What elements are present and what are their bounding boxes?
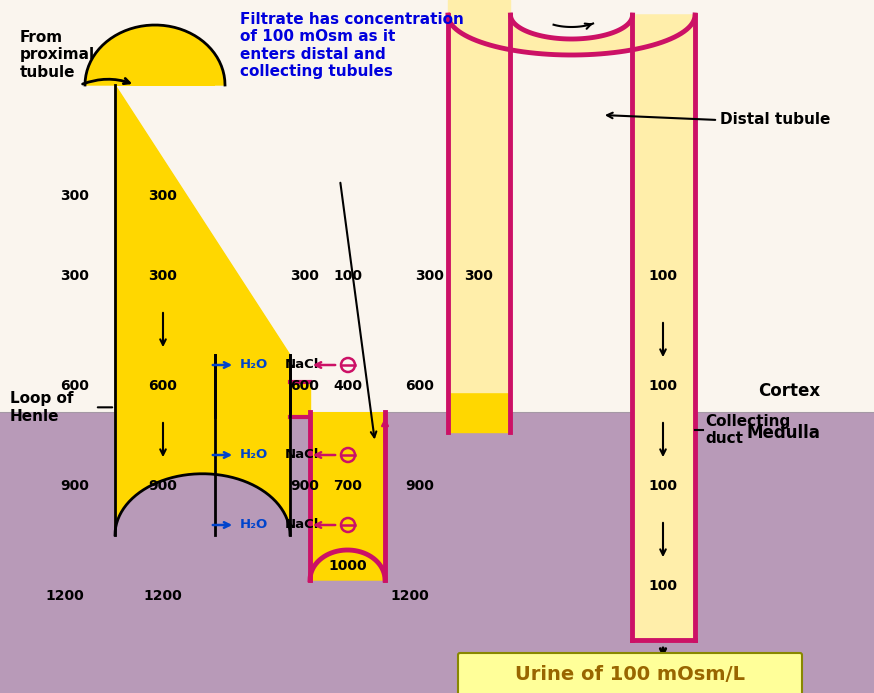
Bar — [0, 0, 874, 412]
Text: 1000: 1000 — [329, 559, 367, 573]
Text: H₂O: H₂O — [240, 518, 268, 532]
Text: 600: 600 — [290, 379, 319, 393]
Polygon shape — [310, 550, 385, 580]
Text: 100: 100 — [649, 479, 677, 493]
Text: Urine of 100 mOsm/L: Urine of 100 mOsm/L — [515, 665, 745, 685]
Text: 100: 100 — [649, 579, 677, 593]
Text: NaCl: NaCl — [285, 448, 319, 462]
Text: Collecting
duct: Collecting duct — [705, 414, 790, 446]
Text: 600: 600 — [149, 379, 177, 393]
Text: 700: 700 — [334, 479, 363, 493]
Text: 300: 300 — [415, 269, 445, 283]
Text: 100: 100 — [334, 269, 363, 283]
Text: 1200: 1200 — [45, 589, 85, 603]
Text: 100: 100 — [649, 269, 677, 283]
Text: 300: 300 — [149, 189, 177, 203]
Text: 400: 400 — [334, 379, 363, 393]
Text: 300: 300 — [465, 269, 494, 283]
Text: 600: 600 — [406, 379, 434, 393]
Text: 900: 900 — [60, 479, 89, 493]
Text: H₂O: H₂O — [240, 448, 268, 462]
Bar — [0, 412, 874, 693]
Text: 300: 300 — [60, 269, 89, 283]
Text: NaCl: NaCl — [285, 518, 319, 532]
Text: 1200: 1200 — [391, 589, 429, 603]
Text: From
proximal
tubule: From proximal tubule — [20, 30, 95, 80]
Text: Cortex: Cortex — [758, 383, 820, 401]
Text: Medulla: Medulla — [746, 424, 820, 442]
Polygon shape — [85, 25, 225, 85]
Text: Distal tubule: Distal tubule — [720, 112, 830, 128]
Text: 900: 900 — [406, 479, 434, 493]
Text: Filtrate has concentration
of 100 mOsm as it
enters distal and
collecting tubule: Filtrate has concentration of 100 mOsm a… — [240, 12, 464, 79]
Text: 300: 300 — [290, 269, 319, 283]
Text: 600: 600 — [60, 379, 89, 393]
Text: 100: 100 — [649, 379, 677, 393]
Text: 300: 300 — [60, 189, 89, 203]
Polygon shape — [115, 85, 290, 535]
FancyBboxPatch shape — [458, 653, 802, 693]
Text: 900: 900 — [290, 479, 319, 493]
Text: 900: 900 — [149, 479, 177, 493]
Text: H₂O: H₂O — [240, 358, 268, 371]
Text: NaCl: NaCl — [285, 358, 319, 371]
Polygon shape — [448, 15, 695, 55]
Text: Loop of
Henle: Loop of Henle — [10, 391, 73, 423]
Text: 300: 300 — [149, 269, 177, 283]
Text: 1200: 1200 — [143, 589, 183, 603]
